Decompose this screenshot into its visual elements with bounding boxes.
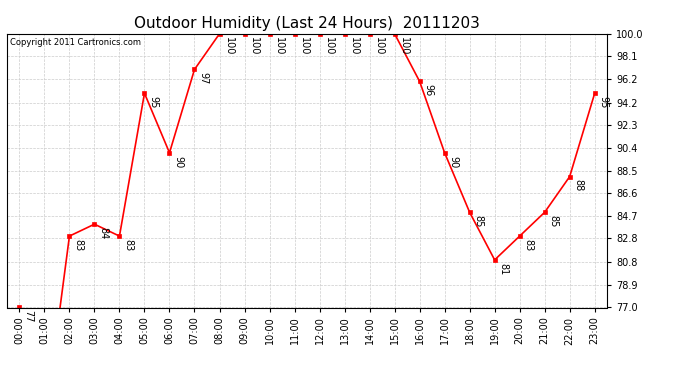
Text: 67: 67: [0, 374, 1, 375]
Text: 95: 95: [148, 96, 159, 108]
Text: 100: 100: [299, 36, 308, 55]
Text: 96: 96: [424, 84, 434, 96]
Text: 97: 97: [199, 72, 208, 85]
Text: 95: 95: [599, 96, 609, 108]
Text: 100: 100: [348, 36, 359, 55]
Text: 100: 100: [374, 36, 384, 55]
Text: 88: 88: [574, 179, 584, 192]
Text: 90: 90: [448, 156, 459, 168]
Text: 85: 85: [549, 215, 559, 227]
Text: Copyright 2011 Cartronics.com: Copyright 2011 Cartronics.com: [10, 38, 141, 47]
Text: 84: 84: [99, 227, 108, 239]
Text: 83: 83: [524, 239, 534, 251]
Text: 90: 90: [174, 156, 184, 168]
Text: 100: 100: [248, 36, 259, 55]
Text: 100: 100: [324, 36, 334, 55]
Text: 81: 81: [499, 262, 509, 275]
Text: 100: 100: [399, 36, 408, 55]
Text: 83: 83: [74, 239, 83, 251]
Text: 83: 83: [124, 239, 134, 251]
Title: Outdoor Humidity (Last 24 Hours)  20111203: Outdoor Humidity (Last 24 Hours) 2011120…: [134, 16, 480, 31]
Text: 100: 100: [274, 36, 284, 55]
Text: 77: 77: [23, 310, 34, 323]
Text: 100: 100: [224, 36, 234, 55]
Text: 85: 85: [474, 215, 484, 227]
